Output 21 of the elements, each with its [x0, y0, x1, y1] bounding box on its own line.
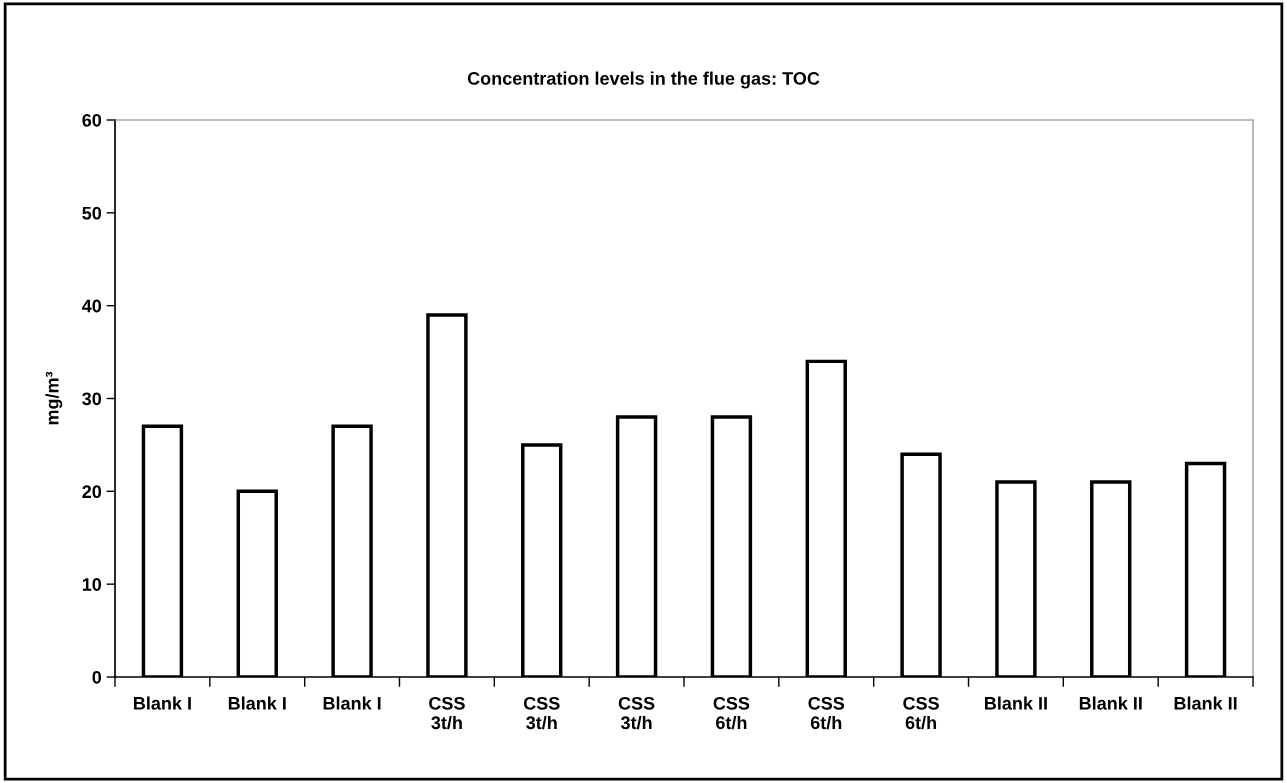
x-tick-label: Blank I — [228, 696, 286, 710]
x-tick-label: CSS 3t/h — [429, 696, 465, 730]
x-tick-label: CSS 6t/h — [808, 696, 845, 730]
y-tick-label: 60 — [82, 113, 102, 127]
x-tick-label: Blank II — [1174, 696, 1237, 710]
x-tick-label: CSS 6t/h — [903, 696, 939, 730]
y-tick-label: 20 — [82, 485, 102, 499]
chart-title: Concentration levels in the flue gas: TOC — [467, 71, 820, 89]
x-tick-label: Blank II — [1079, 696, 1142, 710]
y-tick-label: 30 — [82, 392, 102, 406]
y-axis-title: mg/m³ — [45, 371, 63, 425]
y-tick-label: 10 — [82, 578, 102, 591]
x-tick-label: Blank I — [323, 696, 381, 710]
x-tick-label: Blank II — [985, 696, 1047, 710]
x-tick-label: CSS 6t/h — [713, 696, 750, 730]
y-tick-label: 50 — [82, 206, 102, 220]
x-tick-label: Blank I — [134, 696, 191, 710]
x-tick-label: CSS 3t/h — [618, 696, 655, 730]
x-tick-label: CSS 3t/h — [523, 696, 560, 730]
y-tick-label: 0 — [92, 670, 102, 684]
y-tick-label: 40 — [82, 299, 102, 313]
